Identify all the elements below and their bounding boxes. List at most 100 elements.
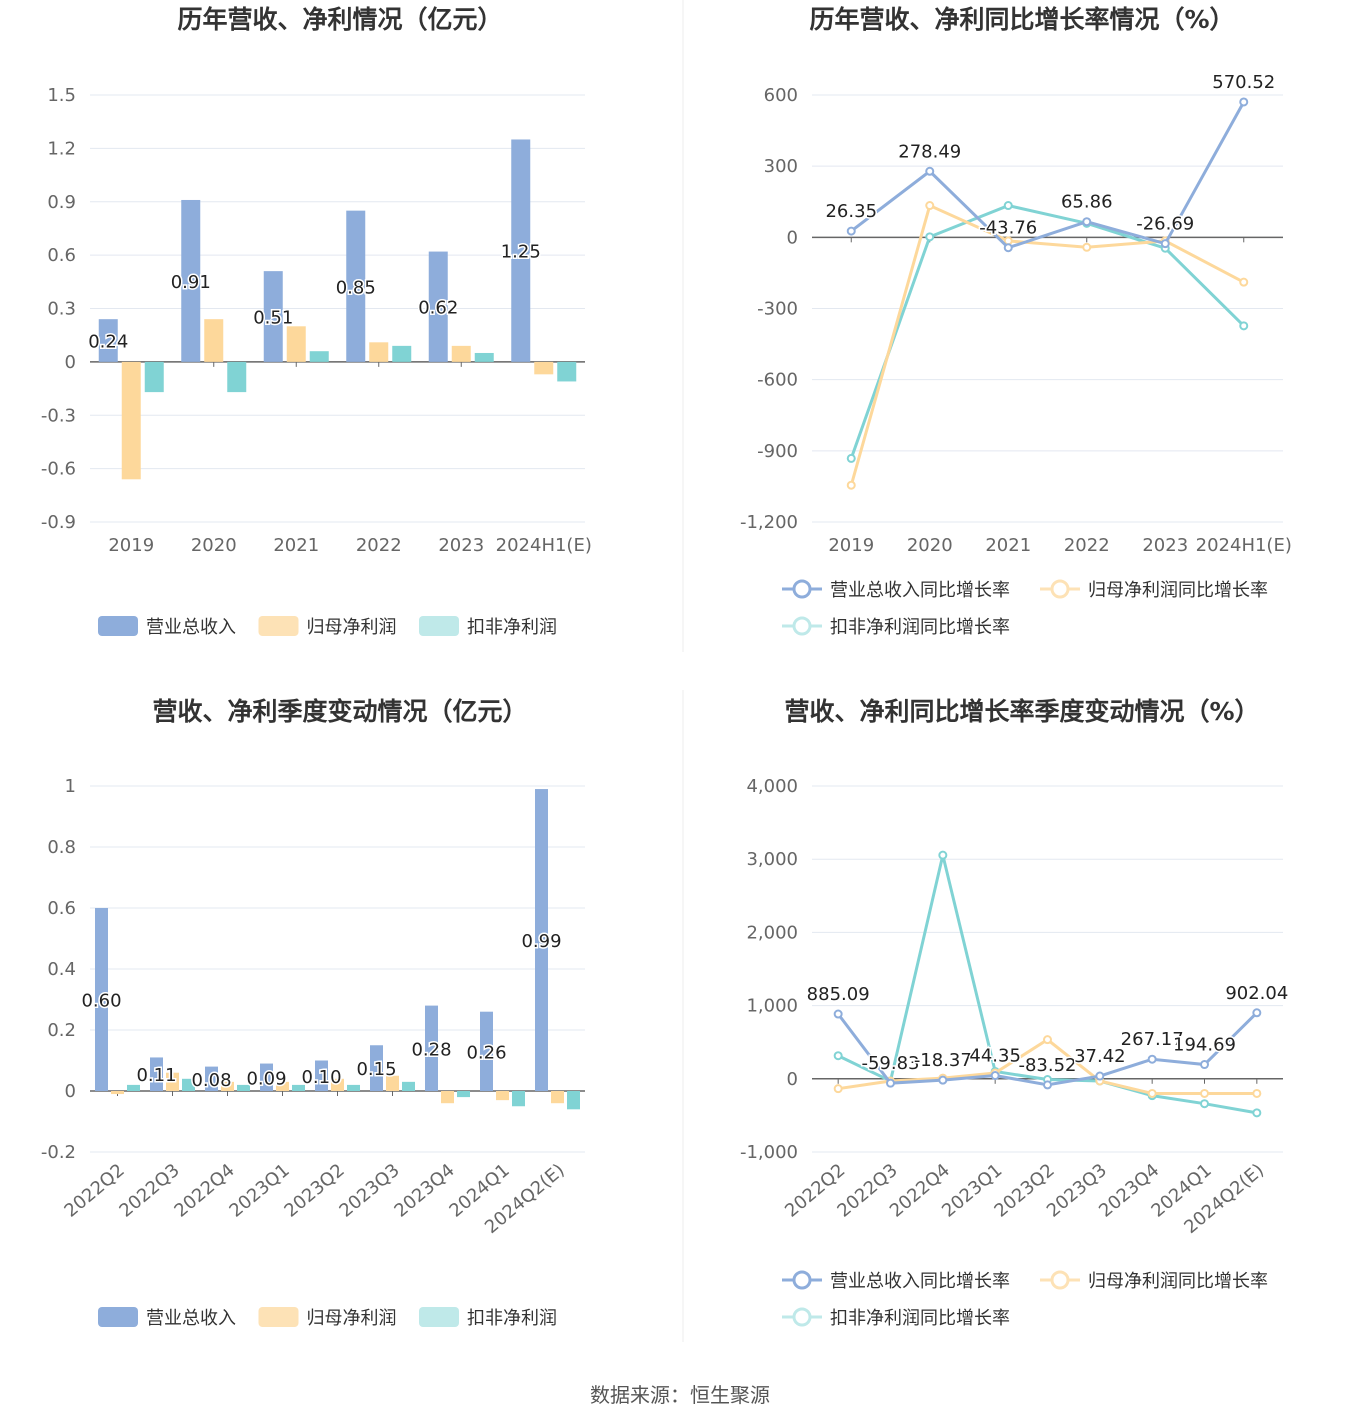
legend-item-2[interactable]: 归母净利润同比增长率: [1040, 1270, 1268, 1292]
chart-1: 历年营收、净利情况（亿元） -0.9 -0.6 -0.3 0 0.3 0.6 0.9 1.2 1.…: [41, 5, 592, 638]
legend-label: 扣非净利润同比增长率: [830, 617, 1010, 638]
data-point: [1252, 1008, 1262, 1018]
legend-item-1[interactable]: 营业总收入: [98, 1307, 236, 1329]
y-tick-label: 1: [65, 776, 76, 797]
chart-title: 历年营收、净利同比增长率情况（%）: [809, 5, 1234, 34]
bar-2-2022Q2: [111, 1091, 124, 1095]
bar-2-2023: [451, 345, 471, 362]
chart-title: 营收、净利同比增长率季度变动情况（%）: [784, 697, 1259, 726]
y-tick-label: 0: [65, 1081, 76, 1102]
data-point: [990, 1071, 1000, 1081]
data-point: [1003, 201, 1013, 211]
bar-2-2024Q2(E): [551, 1091, 564, 1104]
series-line-1: [850, 101, 1246, 250]
legend-label: 营业总收入: [146, 1308, 236, 1329]
bar-2-2023Q3: [386, 1075, 399, 1091]
legend-item-2[interactable]: 归母净利润: [258, 1307, 397, 1329]
legend-item-1[interactable]: 营业总收入: [98, 616, 236, 638]
x-tick-label: 2022: [356, 535, 402, 556]
legend-swatch: [258, 616, 299, 636]
chart-title: 营收、净利季度变动情况（亿元）: [152, 697, 527, 726]
legend-item-2[interactable]: 归母净利润: [258, 616, 397, 638]
y-tick-label: 0.2: [47, 1020, 76, 1041]
legend-marker-icon: [792, 1270, 812, 1290]
chart-4: 营收、净利同比增长率季度变动情况（%） -1,000 0 1,000 2,000 3,00…: [740, 697, 1290, 1329]
line-data-label: -59.83: [861, 1053, 919, 1074]
legend-marker-icon: [792, 1307, 812, 1327]
bar-1-2022Q4: [205, 1066, 218, 1091]
y-tick-label: 2,000: [746, 922, 798, 943]
bar-data-label: 0.62: [418, 298, 458, 319]
data-point: [833, 1084, 843, 1094]
y-tick-label: -0.3: [41, 405, 76, 426]
bar-1-2019: [98, 319, 118, 362]
bar-2-2022: [369, 342, 389, 362]
data-point: [1252, 1088, 1262, 1098]
data-point: [833, 1009, 843, 1019]
bar-3-2022Q2: [127, 1084, 140, 1091]
x-tick-label: 2024H1(E): [1196, 535, 1292, 556]
data-point: [1147, 1088, 1157, 1098]
legend-item-3[interactable]: 扣非净利润同比增长率: [782, 616, 1010, 638]
bar-2-2024H1(E): [534, 361, 554, 375]
bar-3-2024H1(E): [557, 361, 577, 382]
legend-item-2[interactable]: 归母净利润同比增长率: [1040, 579, 1268, 601]
line-data-label: -43.76: [979, 218, 1037, 239]
bar-1-2023Q3: [370, 1045, 383, 1091]
bar-3-2020: [227, 361, 247, 393]
legend-item-1[interactable]: 营业总收入同比增长率: [782, 579, 1010, 601]
bar-2-2022Q4: [221, 1081, 234, 1091]
line-data-label: -83.52: [1018, 1055, 1076, 1076]
bar-1-2023Q4: [425, 1005, 438, 1091]
bar-3-2019: [144, 361, 164, 393]
bar-data-label: 0.24: [88, 332, 128, 353]
legend-marker-icon: [792, 579, 812, 599]
bar-1-2021: [263, 271, 283, 362]
data-source: 数据来源：恒生聚源: [590, 1383, 770, 1407]
bar-3-2023: [474, 352, 494, 362]
y-tick-label: -1,200: [740, 512, 798, 533]
data-point: [1200, 1060, 1209, 1070]
y-tick-label: 0: [65, 352, 76, 373]
data-point: [846, 453, 856, 463]
line-data-label: 570.52: [1212, 72, 1275, 93]
series-line-2: [849, 203, 1245, 486]
bar-1-2024Q1: [480, 1011, 493, 1091]
data-point: [886, 1078, 895, 1088]
x-tick-label: 2023Q1: [225, 1160, 293, 1222]
y-tick-label: 0.4: [47, 959, 76, 980]
bar-1-2023: [428, 251, 448, 362]
y-tick-label: -0.2: [41, 1142, 76, 1163]
data-point: [1095, 1071, 1105, 1081]
y-tick-label: 600: [764, 85, 798, 106]
data-point: [938, 1075, 948, 1085]
legend-item-3[interactable]: 扣非净利润: [419, 616, 557, 638]
data-point: [938, 850, 948, 860]
y-tick-label: 0.9: [47, 192, 76, 213]
y-tick-label: 0: [787, 1069, 798, 1090]
x-tick-label: 2020: [907, 535, 953, 556]
data-point: [1043, 1035, 1052, 1045]
bar-data-label: 0.15: [356, 1059, 396, 1080]
legend-item-1[interactable]: 营业总收入同比增长率: [782, 1270, 1010, 1292]
series-line-3: [849, 203, 1245, 459]
bar-1-2022Q3: [150, 1057, 163, 1091]
chart-title: 历年营收、净利情况（亿元）: [177, 5, 502, 34]
y-tick-label: 1,000: [746, 996, 798, 1017]
legend-item-3[interactable]: 扣非净利润: [419, 1307, 557, 1329]
data-point: [1239, 97, 1249, 107]
data-point: [1043, 1080, 1052, 1090]
bar-data-label: 1.25: [501, 242, 541, 263]
bar-data-label: 0.28: [411, 1039, 451, 1060]
x-tick-label: 2023Q2: [280, 1160, 348, 1222]
bar-3-2023Q2: [347, 1084, 360, 1091]
y-tick-label: 0.8: [47, 837, 76, 858]
bar-3-2022Q4: [237, 1084, 250, 1091]
legend-label: 扣非净利润: [467, 1308, 557, 1329]
y-tick-label: 0.6: [47, 898, 76, 919]
bar-2-2023Q2: [331, 1078, 344, 1091]
legend-item-3[interactable]: 扣非净利润同比增长率: [782, 1307, 1010, 1329]
bar-3-2024Q2(E): [567, 1091, 580, 1110]
legend-label: 归母净利润: [307, 617, 397, 638]
bar-3-2023Q3: [402, 1081, 415, 1091]
